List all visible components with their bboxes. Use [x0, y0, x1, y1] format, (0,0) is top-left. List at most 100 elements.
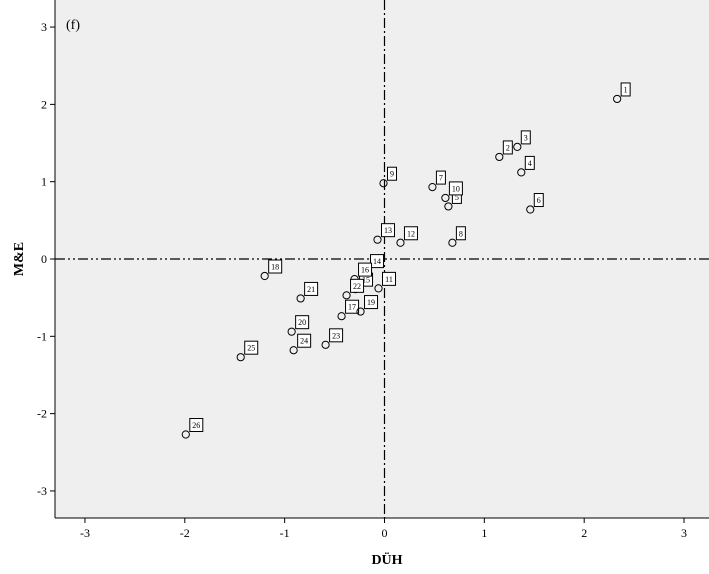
x-axis-ticks: -3 -2 -1 0 1 2 3 [80, 518, 687, 540]
point-label: 26 [192, 421, 200, 430]
x-axis-title: DÜH [371, 551, 402, 568]
data-point: 12 [396, 226, 418, 247]
point-marker [181, 430, 190, 439]
point-marker [321, 340, 330, 349]
point-label-box [268, 259, 283, 274]
data-point: 21 [296, 281, 319, 303]
y-tick-label: -2 [37, 407, 47, 421]
y-tick-label: 3 [41, 20, 47, 34]
point-label: 19 [367, 298, 375, 307]
data-point: 24 [289, 333, 312, 355]
data-point: 13 [373, 223, 396, 244]
point-label-box [370, 254, 385, 269]
point-label-box [502, 140, 513, 155]
point-marker [260, 271, 269, 281]
point-label-box [345, 299, 360, 314]
point-marker [373, 235, 382, 244]
data-point: 2 [495, 140, 513, 162]
point-label-box [364, 295, 379, 310]
data-point: 6 [526, 193, 544, 214]
point-marker [513, 142, 522, 151]
point-marker [441, 193, 450, 203]
y-tick-label: 0 [41, 252, 47, 266]
data-point: 20 [287, 315, 310, 336]
x-tick-label: 2 [581, 526, 587, 540]
data-point: 25 [236, 340, 259, 362]
data-point: 7 [428, 170, 446, 192]
point-label-box [524, 155, 535, 170]
point-marker [428, 182, 437, 192]
data-point: 3 [513, 130, 531, 151]
data-point: 1 [613, 82, 631, 104]
point-marker [287, 327, 296, 336]
data-point: 10 [441, 181, 463, 203]
point-label: 22 [353, 282, 361, 291]
point-label: 24 [300, 337, 308, 346]
point-label-box [386, 166, 397, 181]
y-tick-label: -1 [37, 329, 47, 343]
y-axis-ticks: -3 -2 -1 0 1 2 3 [37, 20, 55, 498]
point-label: 15 [362, 276, 370, 285]
point-marker [342, 291, 351, 300]
point-label-box [435, 170, 446, 185]
point-label-box [448, 181, 463, 196]
point-label: 21 [307, 285, 315, 294]
data-point: 11 [374, 271, 397, 293]
point-marker [613, 94, 622, 104]
y-tick-label: 2 [41, 97, 47, 111]
point-label-box [533, 193, 544, 208]
point-label-box [350, 278, 365, 293]
point-marker [526, 205, 535, 214]
point-label: 8 [459, 229, 463, 238]
point-label-box [329, 328, 344, 343]
point-marker [448, 238, 457, 247]
x-tick-label: 3 [681, 526, 687, 540]
data-point: 17 [337, 299, 360, 321]
point-label: 4 [528, 159, 532, 168]
point-label-box [382, 271, 397, 286]
point-label: 16 [361, 266, 369, 275]
point-label-box [295, 315, 310, 330]
point-marker [236, 353, 245, 362]
panel-label: (f) [66, 18, 80, 33]
x-tick-label: -2 [180, 526, 190, 540]
point-marker [289, 346, 298, 355]
point-label: 25 [247, 344, 255, 353]
data-point: 18 [260, 259, 283, 281]
point-label: 7 [439, 174, 443, 183]
data-point: 26 [181, 418, 204, 439]
point-label: 17 [348, 303, 356, 312]
point-marker [444, 202, 453, 211]
point-label: 23 [332, 331, 340, 340]
y-tick-label: -3 [37, 484, 47, 498]
data-point: 9 [379, 166, 397, 188]
point-label-box [358, 262, 373, 277]
point-label: 18 [271, 263, 279, 272]
point-label-box [304, 281, 319, 296]
point-label-box [244, 340, 259, 355]
point-label-box [189, 418, 204, 433]
point-label: 5 [455, 193, 459, 202]
x-tick-label: -1 [280, 526, 290, 540]
data-point: 19 [356, 295, 379, 316]
data-point: 4 [517, 155, 535, 177]
point-label-box [381, 223, 396, 238]
point-marker [495, 152, 504, 162]
data-point: 23 [321, 328, 344, 349]
point-label-box [520, 130, 531, 145]
point-marker [356, 307, 365, 316]
point-label: 2 [506, 143, 510, 152]
point-label-box [620, 82, 631, 97]
point-label: 9 [390, 170, 394, 179]
data-point: 14 [362, 254, 385, 275]
point-label: 11 [385, 275, 393, 284]
point-label: 10 [452, 184, 460, 193]
point-label-box [455, 226, 466, 241]
point-label-box [297, 333, 312, 348]
x-tick-label: 1 [481, 526, 487, 540]
point-marker [396, 238, 405, 247]
x-tick-label: -3 [80, 526, 90, 540]
point-marker [374, 284, 383, 293]
data-point: 8 [448, 226, 466, 247]
